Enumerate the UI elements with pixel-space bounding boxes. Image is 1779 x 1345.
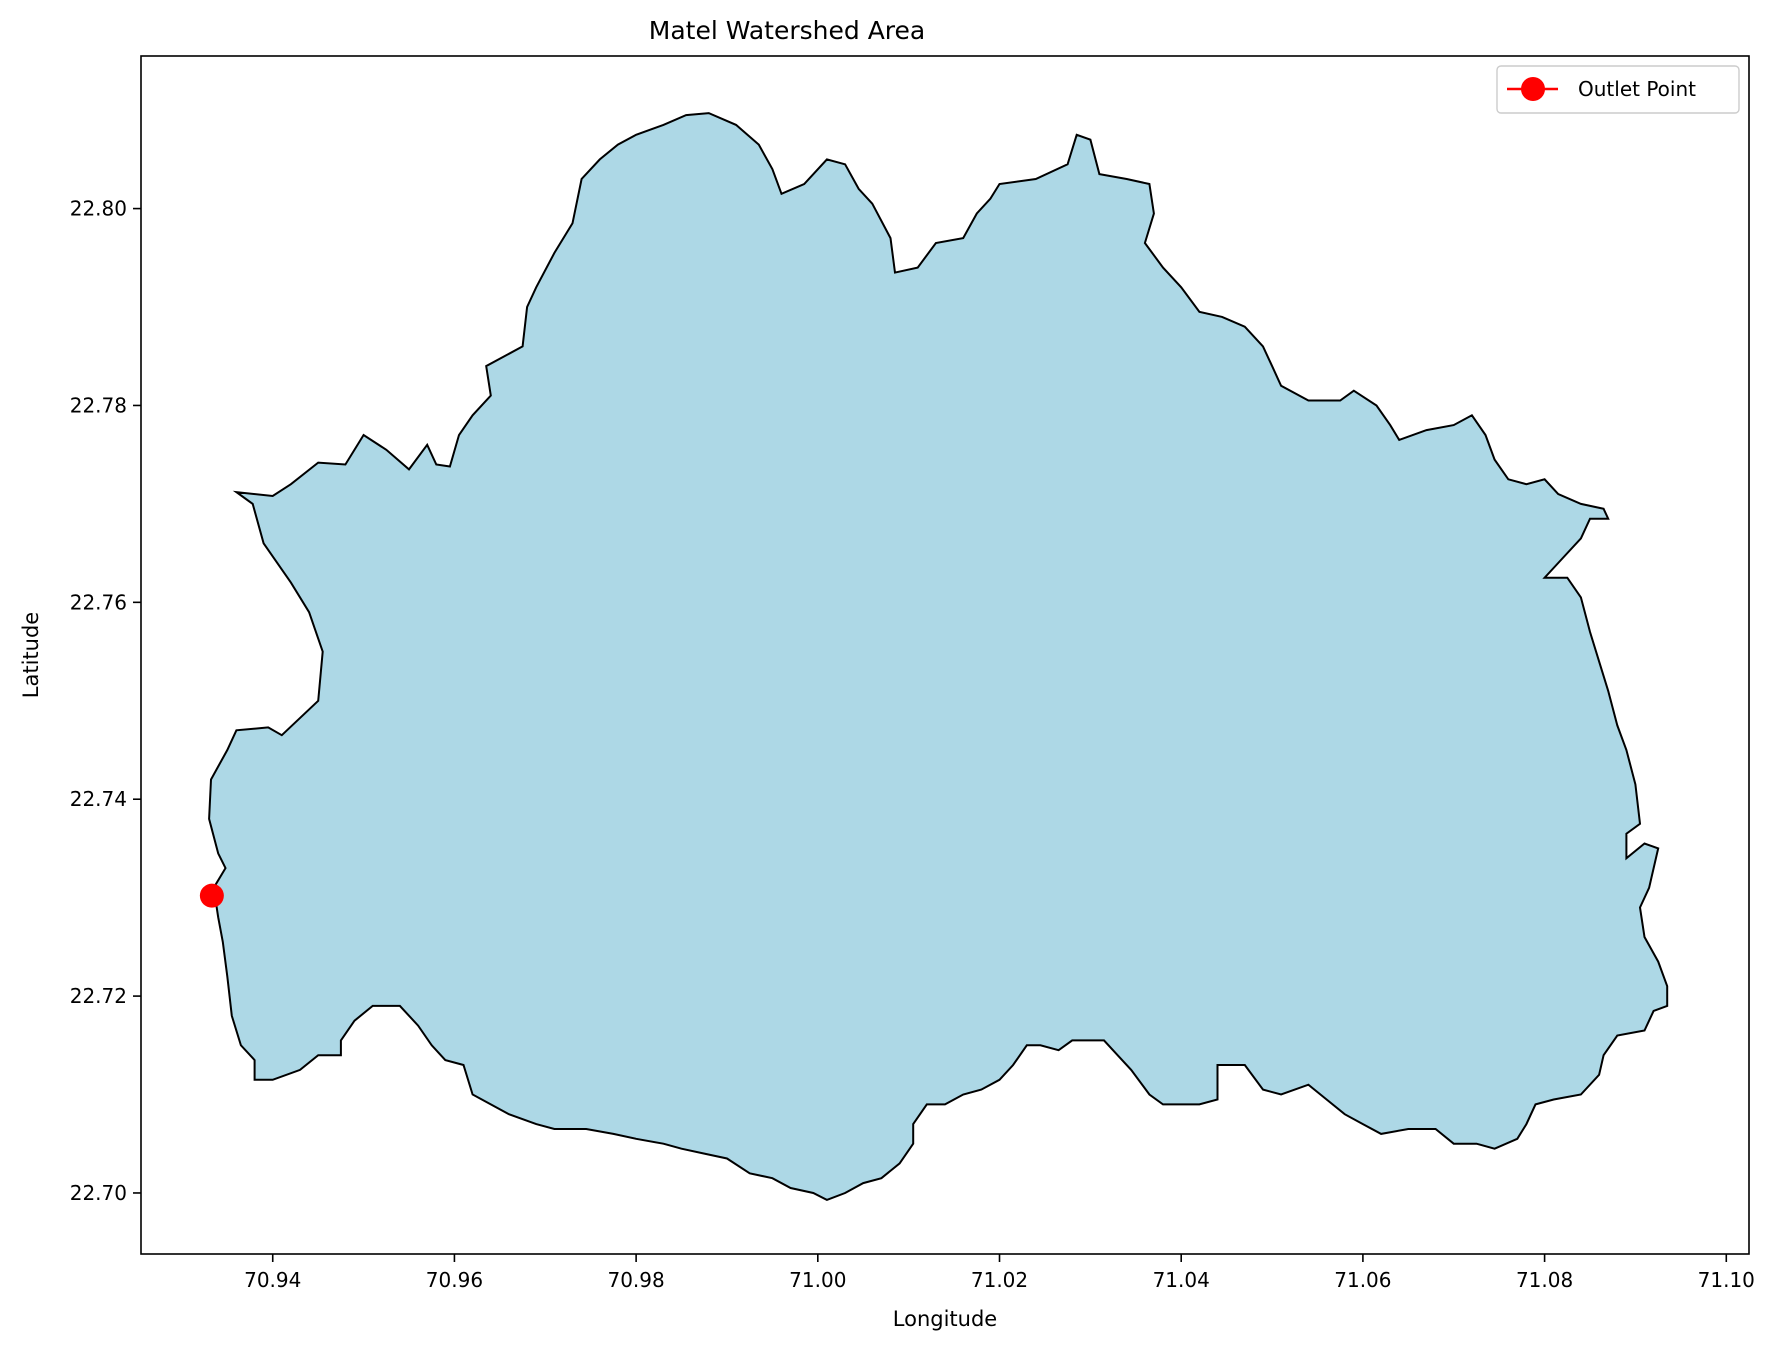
legend-marker-outlet <box>1521 77 1545 101</box>
x-axis-label: Longitude <box>893 1307 997 1331</box>
x-tick-label: 71.10 <box>1698 1268 1755 1292</box>
x-tick-label: 71.08 <box>1516 1268 1573 1292</box>
y-tick-label: 22.78 <box>70 393 127 417</box>
legend-label-outlet: Outlet Point <box>1578 77 1696 101</box>
legend: Outlet Point <box>1496 65 1740 114</box>
x-tick-label: 70.98 <box>607 1268 664 1292</box>
y-tick-label: 22.76 <box>70 590 127 614</box>
y-tick-label: 22.70 <box>70 1181 127 1205</box>
x-tick-label: 71.00 <box>789 1268 846 1292</box>
plot-frame <box>140 55 1750 1255</box>
x-axis: 70.94 70.96 70.98 71.00 71.02 71.04 71.06 71.08… <box>244 1254 1755 1292</box>
watershed-polygon <box>208 112 1669 1201</box>
x-tick-label: 70.96 <box>426 1268 483 1292</box>
x-tick-label: 71.02 <box>971 1268 1028 1292</box>
watershed-layer <box>208 112 1669 1201</box>
outlet-layer <box>199 883 224 908</box>
x-tick-label: 71.06 <box>1334 1268 1391 1292</box>
chart-title: Matel Watershed Area <box>649 16 925 45</box>
y-axis-label: Latitude <box>19 612 43 698</box>
x-tick-label: 71.04 <box>1153 1268 1210 1292</box>
x-tick-label: 70.94 <box>244 1268 301 1292</box>
outlet-point-marker <box>199 883 224 908</box>
y-tick-label: 22.80 <box>70 197 127 221</box>
y-tick-label: 22.74 <box>70 787 127 811</box>
legend-box <box>1496 65 1740 114</box>
y-tick-label: 22.72 <box>70 984 127 1008</box>
y-axis: 22.70 22.72 22.74 22.76 22.78 22.80 <box>70 197 141 1205</box>
